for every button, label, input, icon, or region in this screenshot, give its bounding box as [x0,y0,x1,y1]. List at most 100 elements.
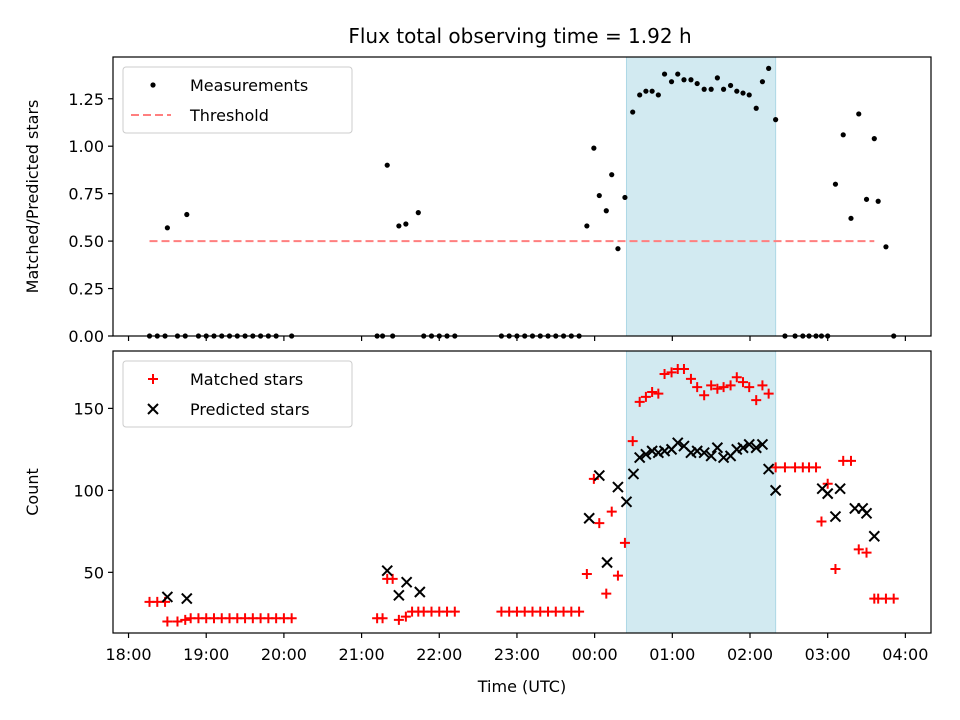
data-point [619,537,630,548]
data-point [769,484,782,497]
data-point [883,244,889,250]
data-point [756,438,769,451]
data-point [633,451,646,464]
data-point [875,198,881,204]
data-point [603,208,609,214]
x-tick-label: 00:00 [572,645,618,664]
data-point [692,382,703,393]
data-point [701,86,707,92]
data-point [821,487,834,500]
data-point [647,386,658,397]
legend: Matched stars Predicted stars [122,360,353,428]
observing-window-highlight [625,350,777,634]
y-tick-label: 0.50 [68,232,104,251]
data-point [685,373,696,384]
data-point [863,196,870,202]
data-point [845,455,856,466]
legend-label: Matched stars [190,370,303,389]
data-point [675,71,681,77]
data-point [403,221,409,227]
data-point [668,79,675,85]
data-point [449,606,460,617]
data-point [706,380,717,391]
data-point [816,516,827,527]
x-tick-label: 23:00 [494,645,540,664]
data-point [180,614,191,625]
data-point [834,483,846,495]
data-point [396,223,402,229]
x-tick-label: 01:00 [649,645,695,664]
data-point [688,77,694,83]
data-point [591,145,597,151]
data-point [393,589,405,601]
data-point [694,80,700,87]
data-point [649,88,655,94]
y-tick-label: 0.25 [68,280,104,299]
observing-window-highlight [625,56,777,337]
data-point [384,162,390,168]
y-tick-label: 0.00 [68,327,104,346]
data-point [634,396,645,407]
data-point [832,181,839,187]
data-point [751,395,762,406]
data-point [822,478,833,489]
legend-marker [147,403,159,415]
data-point [763,388,774,399]
legend-marker [148,374,158,384]
data-point [643,88,649,94]
y-tick-label: 50 [84,563,104,582]
data-point [856,111,862,117]
data-point [718,382,729,393]
x-tick-label: 18:00 [105,645,151,664]
data-point [181,592,193,605]
series-predicted-stars [161,437,880,605]
data-point [744,382,755,393]
data-point [286,613,297,624]
data-point [762,463,775,475]
data-point [770,462,781,473]
data-point [714,75,720,81]
y-axis-label: Count [23,468,42,516]
data-point [779,462,790,473]
y-tick-label: 0.75 [68,185,104,204]
data-point [609,172,615,178]
data-point [711,442,724,454]
data-point [593,469,606,482]
y-tick-label: 150 [73,399,104,418]
data-point [415,210,421,216]
x-axis-label: Time (UTC) [477,677,566,696]
data-point [172,616,183,627]
data-point [584,223,590,229]
data-point [848,215,854,221]
data-point [757,380,768,391]
data-point [659,368,670,379]
legend-box [122,360,353,428]
data-point [708,86,714,92]
data-point [630,109,636,115]
data-point [377,613,388,624]
data-point [640,448,652,460]
data-point [606,506,617,517]
data-point [414,586,426,598]
data-point [766,65,772,71]
y-tick-label: 100 [73,481,104,500]
data-point [861,547,872,558]
legend-label: Measurements [190,76,308,95]
y-axis-label: Matched/Predicted stars [23,100,42,294]
data-point [666,367,677,378]
data-point [698,446,710,459]
data-point [712,383,723,394]
data-point [387,573,398,584]
data-point [888,593,899,604]
bottom-panel: 50 100 150 18:00 19:00 20:00 21:00 22:00 23:00 00… [23,350,932,696]
data-point [681,77,687,83]
data-point [743,438,755,451]
x-tick-label: 02:00 [727,645,773,664]
data-point [720,86,727,92]
data-point [868,530,880,542]
y-tick-label: 1.00 [68,137,104,156]
chart-title: Flux total observing time = 1.92 h [348,24,691,48]
data-point [672,437,684,449]
data-point [734,88,740,94]
